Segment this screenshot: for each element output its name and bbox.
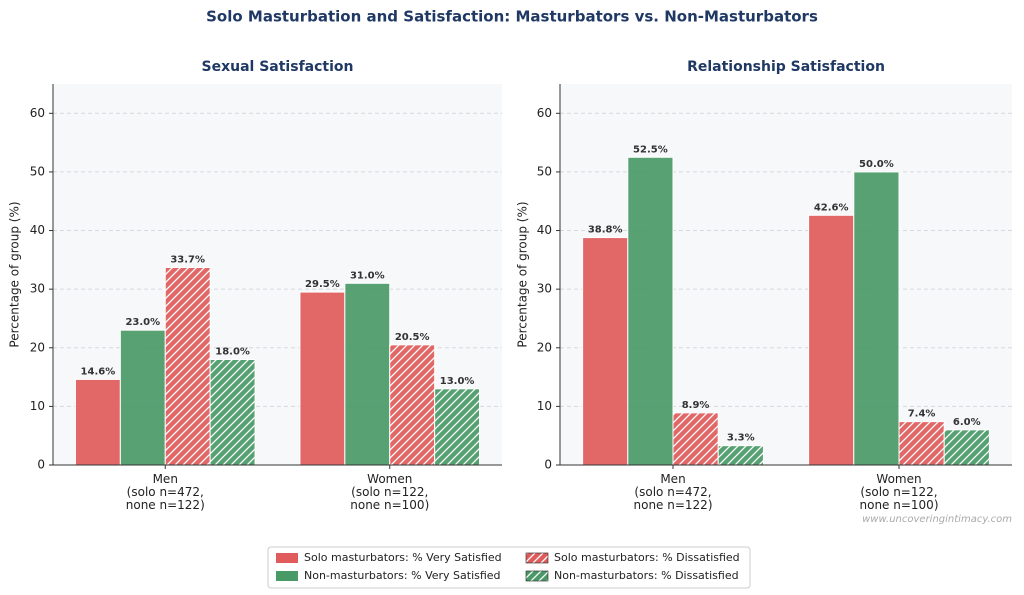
value-label: 3.3%	[727, 433, 755, 444]
bar	[344, 282, 391, 466]
bar	[389, 344, 436, 466]
value-label: 29.5%	[305, 279, 340, 290]
legend-label: Solo masturbators: % Dissatisfied	[554, 551, 740, 564]
bar	[74, 378, 121, 466]
legend-swatch	[525, 570, 549, 582]
value-label: 13.0%	[440, 376, 475, 387]
figure-title: Solo Masturbation and Satisfaction: Mast…	[206, 8, 818, 26]
bar	[943, 429, 990, 466]
bar	[434, 388, 481, 466]
legend-box	[267, 546, 751, 589]
subplot-title: Relationship Satisfaction	[687, 59, 885, 75]
x-tick-label: Women (solo n=122, none n=100)	[350, 472, 430, 512]
value-label: 14.6%	[81, 366, 116, 377]
y-tick-label: 40	[537, 223, 552, 237]
legend-label: Non-masturbators: % Very Satisfied	[304, 569, 501, 582]
legend-swatch	[525, 552, 549, 564]
bar	[119, 329, 166, 466]
x-tick-label: Women (solo n=122, none n=100)	[859, 472, 939, 512]
y-tick-label: 10	[537, 399, 552, 413]
value-label: 33.7%	[170, 254, 205, 265]
y-tick-label: 50	[30, 164, 45, 178]
bar	[209, 358, 256, 466]
value-label: 38.8%	[588, 225, 623, 236]
y-tick-label: 0	[37, 458, 45, 472]
bar	[299, 291, 346, 466]
value-label: 18.0%	[215, 346, 250, 357]
bar	[898, 421, 945, 466]
y-axis-label: Percentage of group (%)	[516, 201, 530, 347]
legend-swatch	[276, 553, 298, 563]
legend-label: Solo masturbators: % Very Satisfied	[304, 551, 502, 564]
y-tick-label: 40	[30, 223, 45, 237]
value-label: 23.0%	[125, 317, 160, 328]
value-label: 7.4%	[908, 409, 936, 420]
y-axis-label: Percentage of group (%)	[8, 201, 22, 347]
bar	[164, 266, 211, 466]
value-label: 50.0%	[859, 159, 894, 170]
y-tick-label: 30	[30, 282, 45, 296]
subplot-title: Sexual Satisfaction	[202, 59, 354, 75]
legend-label: Non-masturbators: % Dissatisfied	[554, 569, 739, 582]
y-tick-label: 50	[537, 164, 552, 178]
legend-swatch	[276, 571, 298, 581]
bar	[808, 214, 855, 466]
x-tick-label: Men (solo n=472, none n=122)	[633, 472, 713, 512]
y-tick-label: 0	[544, 458, 552, 472]
x-tick-label: Men (solo n=472, none n=122)	[125, 472, 205, 512]
y-tick-label: 60	[30, 106, 45, 120]
value-label: 6.0%	[953, 417, 981, 428]
y-tick-label: 20	[537, 340, 552, 354]
y-tick-label: 10	[30, 399, 45, 413]
bar	[853, 171, 900, 466]
y-tick-label: 20	[30, 340, 45, 354]
y-tick-label: 30	[537, 282, 552, 296]
value-label: 20.5%	[395, 332, 430, 343]
y-tick-label: 60	[537, 106, 552, 120]
value-label: 8.9%	[682, 400, 710, 411]
bar	[717, 445, 764, 466]
value-label: 52.5%	[633, 144, 668, 155]
bar	[582, 237, 629, 466]
bar	[627, 156, 674, 466]
value-label: 42.6%	[814, 202, 849, 213]
watermark: www.uncoveringintimacy.com	[862, 514, 1012, 525]
bar	[672, 412, 719, 466]
value-label: 31.0%	[350, 270, 385, 281]
